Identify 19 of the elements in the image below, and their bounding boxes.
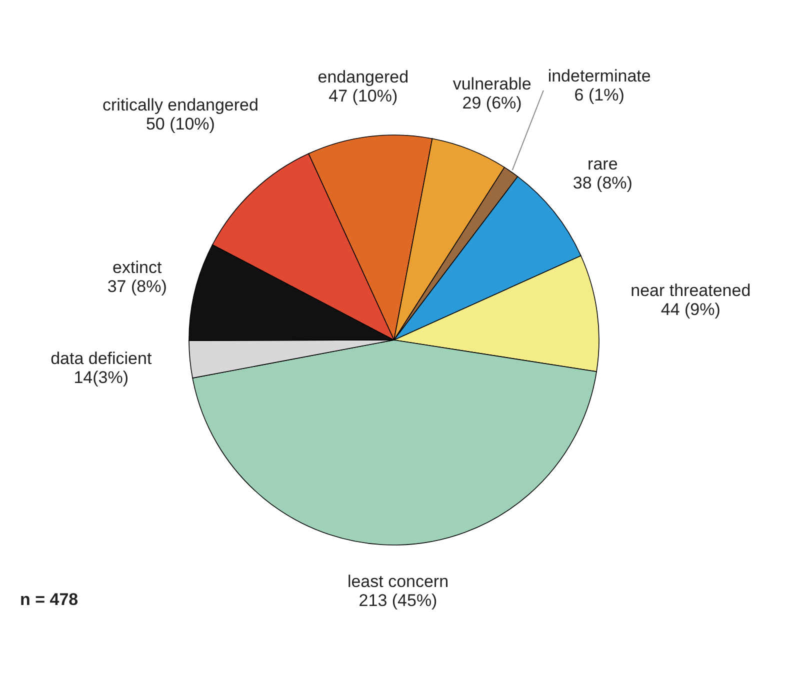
data-label: 44 (9%): [660, 300, 720, 319]
slice-label: endangered: [318, 67, 409, 86]
text: n = 478: [20, 590, 78, 609]
data-label: 50 (10%): [146, 114, 215, 134]
data-label: 29 (6%): [462, 93, 522, 112]
slice-label: near threatened: [630, 280, 751, 300]
data-label: 213 (45%): [358, 590, 438, 610]
data-label: 38 (8%): [572, 174, 632, 193]
slice-label: extinct: [112, 258, 162, 278]
data-label: 37 (8%): [107, 277, 167, 296]
data-label: 6 (1%): [574, 85, 624, 104]
data-label: 14(3%): [74, 368, 129, 387]
slice-label: vulnerable: [452, 74, 532, 94]
slice-label: indeterminate: [548, 66, 651, 86]
slice-label: data deficient: [50, 348, 152, 368]
data-label: 47 (10%): [328, 86, 398, 106]
slice-label: rare: [588, 154, 618, 174]
slice-label: critically endangered: [102, 96, 258, 115]
slice-label: least concern: [347, 572, 449, 591]
